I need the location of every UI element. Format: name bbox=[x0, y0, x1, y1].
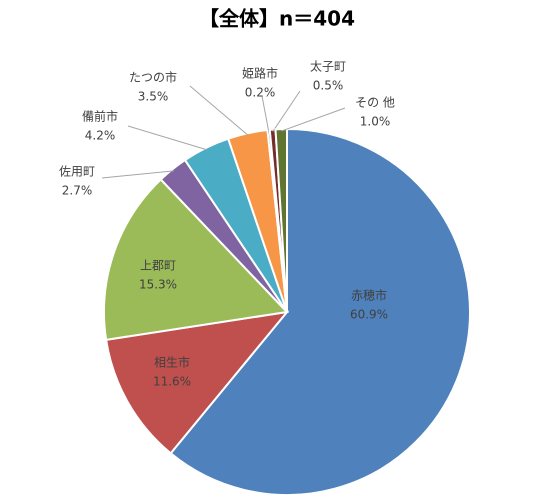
slice-label: その 他 bbox=[355, 96, 395, 110]
slice-label: 赤穂市 bbox=[351, 288, 387, 303]
leader-line bbox=[189, 85, 249, 136]
leader-line bbox=[261, 95, 270, 133]
slice-label: 上郡町 bbox=[140, 259, 176, 273]
slice-label: 相生市 bbox=[154, 355, 190, 370]
slice-value: 4.2% bbox=[85, 129, 116, 143]
slice-value: 15.3% bbox=[139, 278, 177, 292]
pie-slice bbox=[103, 178, 290, 341]
pie-slice bbox=[169, 127, 471, 496]
slice-value: 1.0% bbox=[360, 115, 391, 129]
slice-label: 太子町 bbox=[310, 59, 346, 74]
leader-line bbox=[127, 125, 207, 151]
slice-label: たつの市 bbox=[129, 70, 177, 85]
pie-slice bbox=[104, 310, 290, 455]
leader-line bbox=[272, 90, 301, 132]
leader-line bbox=[101, 170, 174, 179]
leader-line bbox=[281, 107, 346, 132]
slice-value: 0.5% bbox=[313, 79, 344, 93]
slice-value: 0.2% bbox=[245, 86, 276, 100]
slice-value: 11.6% bbox=[153, 375, 191, 389]
slice-label: 佐用町 bbox=[59, 165, 95, 179]
slice-value: 3.5% bbox=[138, 90, 169, 104]
chart-title: 【全体】n＝404 bbox=[199, 7, 355, 31]
slice-value: 2.7% bbox=[62, 184, 93, 198]
slice-value: 60.9% bbox=[350, 308, 388, 322]
slice-label: 姫路市 bbox=[242, 66, 278, 81]
slice-label: 備前市 bbox=[82, 109, 118, 124]
